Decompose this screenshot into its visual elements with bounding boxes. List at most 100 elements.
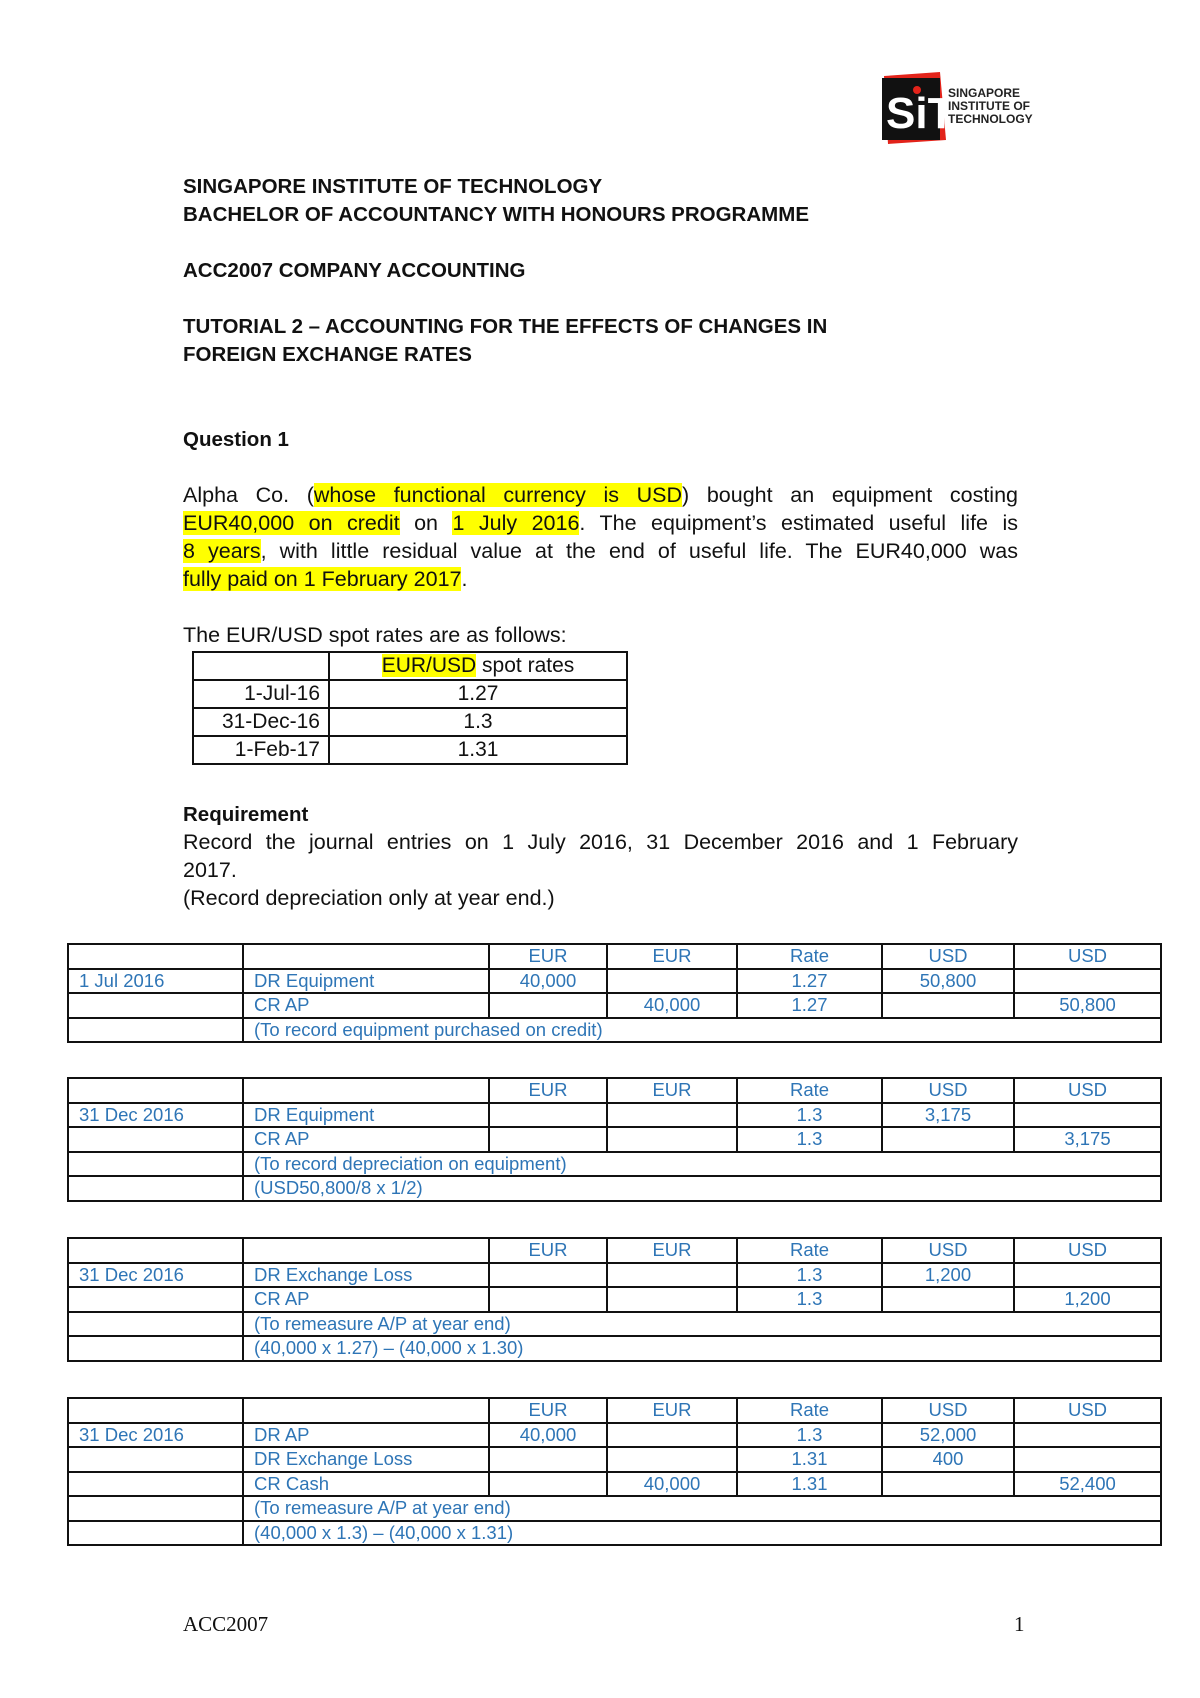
table-cell — [67, 1310, 244, 1337]
date-cell: 31-Dec-16 — [192, 707, 330, 737]
text: . — [461, 567, 468, 591]
eur-debit-cell — [488, 1101, 608, 1128]
rate-cell: Rate — [736, 943, 883, 970]
account-cell: DR Exchange Loss — [242, 1446, 490, 1473]
usd-debit-cell: 1,200 — [881, 1261, 1015, 1288]
journal-entry-row: 31 Dec 2016 DR Exchange Loss 1.3 1,200 — [67, 1261, 1162, 1288]
usd-debit-cell — [881, 1470, 1015, 1497]
eur-credit-cell — [606, 1421, 738, 1448]
date-cell — [67, 1446, 244, 1473]
journal-narration-row: (40,000 x 1.3) – (40,000 x 1.31) — [67, 1519, 1162, 1546]
journal-table: EUR EUR Rate USD USD 1 Jul 2016 DR Equipment 40… — [67, 943, 1162, 1043]
rate-cell: 1.27 — [328, 679, 628, 709]
eur-debit-cell: EUR — [488, 943, 608, 970]
requirement-title: Requirement — [183, 803, 309, 826]
eur-debit-cell: EUR — [488, 1397, 608, 1424]
usd-debit-cell — [881, 1126, 1015, 1153]
course-heading: ACC2007 COMPANY ACCOUNTING — [183, 259, 526, 282]
date-cell — [67, 1470, 244, 1497]
eur-credit-cell — [606, 1126, 738, 1153]
account-cell: CR AP — [242, 1286, 490, 1313]
eur-credit-cell — [606, 1261, 738, 1288]
svg-text:SINGAPORE: SINGAPORE — [948, 86, 1020, 100]
journal-table: EUR EUR Rate USD USD 31 Dec 2016 DR Exchange L… — [67, 1237, 1162, 1362]
rate-cell: 1.27 — [736, 992, 883, 1019]
account-cell — [242, 943, 490, 970]
usd-debit-cell: USD — [881, 943, 1015, 970]
highlight: whose functional currency is USD — [313, 483, 683, 507]
account-cell: DR Exchange Loss — [242, 1261, 490, 1288]
date-cell: 1-Feb-17 — [192, 735, 330, 765]
question-title: Question 1 — [183, 428, 289, 451]
table-row: EUR/USD spot rates — [192, 651, 628, 681]
text: , with little residual value at the end … — [260, 539, 1018, 563]
rate-cell: 1.3 — [736, 1101, 883, 1128]
usd-credit-cell: 52,400 — [1013, 1470, 1162, 1497]
journal-table: EUR EUR Rate USD USD 31 Dec 2016 DR Equipment 1… — [67, 1077, 1162, 1202]
question-paragraph-line: 8 years, with little residual value at t… — [183, 539, 1018, 564]
rate-cell: 1.3 — [736, 1261, 883, 1288]
usd-debit-cell: 50,800 — [881, 967, 1015, 994]
highlight: 8 years — [183, 539, 261, 563]
usd-credit-cell: 50,800 — [1013, 992, 1162, 1019]
journal-entry-row: DR Exchange Loss 1.31 400 — [67, 1446, 1162, 1473]
date-cell: 1 Jul 2016 — [67, 967, 244, 994]
journal-header-row: EUR EUR Rate USD USD — [67, 943, 1162, 970]
account-cell: DR AP — [242, 1421, 490, 1448]
journal-narration-row: (USD50,800/8 x 1/2) — [67, 1175, 1162, 1202]
usd-credit-cell: USD — [1013, 1077, 1162, 1104]
usd-debit-cell: USD — [881, 1077, 1015, 1104]
rate-cell: 1.3 — [736, 1421, 883, 1448]
eur-debit-cell: EUR — [488, 1237, 608, 1264]
tutorial-heading-line2: FOREIGN EXCHANGE RATES — [183, 343, 472, 366]
journal-entry-row: 31 Dec 2016 DR Equipment 1.3 3,175 — [67, 1101, 1162, 1128]
eur-credit-cell: EUR — [606, 943, 738, 970]
usd-debit-cell — [881, 1286, 1015, 1313]
date-cell — [67, 1077, 244, 1104]
rate-cell: Rate — [736, 1237, 883, 1264]
eur-credit-cell — [606, 1446, 738, 1473]
journal-entry-row: 31 Dec 2016 DR AP 40,000 1.3 52,000 — [67, 1421, 1162, 1448]
rate-cell: 1.31 — [736, 1470, 883, 1497]
eur-debit-cell — [488, 1126, 608, 1153]
eur-credit-cell — [606, 1101, 738, 1128]
eur-debit-cell: EUR — [488, 1077, 608, 1104]
journal-table: EUR EUR Rate USD USD 31 Dec 2016 DR AP 40,000 1.… — [67, 1397, 1162, 1546]
table-row: 31-Dec-16 1.3 — [192, 707, 628, 737]
journal-narration-row: (To remeasure A/P at year end) — [67, 1495, 1162, 1522]
eur-credit-cell — [606, 967, 738, 994]
usd-credit-cell — [1013, 1261, 1162, 1288]
sit-logo: SiT SINGAPORE INSTITUTE OF TECHNOLOGY — [878, 70, 1038, 146]
account-cell: CR AP — [242, 1126, 490, 1153]
institution-heading: SINGAPORE INSTITUTE OF TECHNOLOGY — [183, 175, 603, 198]
narration-cell: (To remeasure A/P at year end) — [242, 1495, 1162, 1522]
rate-cell: 1.31 — [736, 1446, 883, 1473]
tutorial-heading-line1: TUTORIAL 2 – ACCOUNTING FOR THE EFFECTS … — [183, 315, 828, 338]
question-paragraph-line: Alpha Co. (whose functional currency is … — [183, 483, 1018, 508]
usd-credit-cell — [1013, 967, 1162, 994]
date-cell — [67, 992, 244, 1019]
account-cell — [242, 1077, 490, 1104]
usd-credit-cell — [1013, 1421, 1162, 1448]
usd-debit-cell — [881, 992, 1015, 1019]
table-cell — [67, 1495, 244, 1522]
journal-entry-row: CR Cash 40,000 1.31 52,400 — [67, 1470, 1162, 1497]
text: on — [399, 511, 453, 535]
journal-header-row: EUR EUR Rate USD USD — [67, 1397, 1162, 1424]
eur-debit-cell — [488, 1470, 608, 1497]
table-cell — [67, 1335, 244, 1362]
usd-credit-cell: 1,200 — [1013, 1286, 1162, 1313]
journal-entry-row: CR AP 40,000 1.27 50,800 — [67, 992, 1162, 1019]
journal-entry-row: 1 Jul 2016 DR Equipment 40,000 1.27 50,800 — [67, 967, 1162, 994]
account-cell: CR Cash — [242, 1470, 490, 1497]
usd-credit-cell: USD — [1013, 1237, 1162, 1264]
narration-cell: (USD50,800/8 x 1/2) — [242, 1175, 1162, 1202]
table-row: 1-Jul-16 1.27 — [192, 679, 628, 709]
date-cell: 1-Jul-16 — [192, 679, 330, 709]
rate-cell: 1.3 — [328, 707, 628, 737]
question-paragraph-line: EUR40,000 on credit on 1 July 2016. The … — [183, 511, 1018, 536]
date-cell: 31 Dec 2016 — [67, 1421, 244, 1448]
text: spot rates — [476, 654, 575, 677]
journal-narration-row: (40,000 x 1.27) – (40,000 x 1.30) — [67, 1335, 1162, 1362]
eur-debit-cell — [488, 992, 608, 1019]
